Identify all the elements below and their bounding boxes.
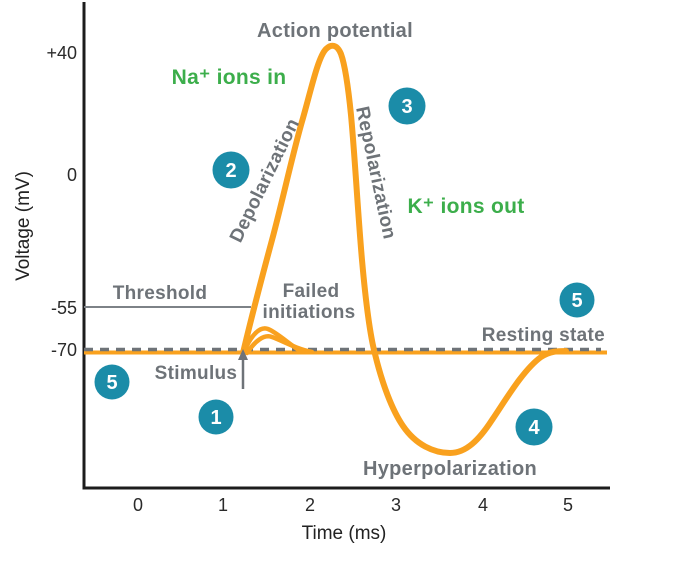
stage-marker-1-number: 1 [210, 407, 221, 429]
stage-marker-4: 4 [515, 408, 553, 446]
stage-marker-3-circle [388, 87, 426, 125]
failed-initiations-label-line1: Failed [283, 281, 340, 302]
stage-marker-1: 1 [198, 399, 234, 435]
stage-marker-5-left-circle [94, 364, 130, 400]
hyperpolarization-label: Hyperpolarization [363, 458, 537, 480]
x-tick-5: 5 [563, 495, 573, 515]
stage-marker-5-left-number: 5 [106, 372, 117, 394]
stimulus-arrow-head [238, 349, 248, 360]
failed-initiation-curve-2 [244, 334, 315, 356]
na-ions-label: Na⁺ ions in [172, 66, 287, 89]
threshold-label: Threshold [113, 283, 208, 304]
stage-marker-2-number: 2 [225, 160, 236, 182]
stage-marker-5-left: 5 [94, 364, 130, 400]
failed-initiations-label-line2: initiations [262, 302, 355, 323]
x-axis-label: Time (ms) [302, 523, 387, 544]
stage-marker-3-number: 3 [401, 96, 412, 118]
stage-marker-3: 3 [388, 87, 426, 125]
x-tick-2: 2 [305, 495, 315, 515]
stage-marker-2-circle [212, 151, 250, 189]
stage-marker-4-number: 4 [528, 417, 540, 439]
stage-marker-2: 2 [212, 151, 250, 189]
stage-marker-5-right: 5 [559, 282, 595, 318]
x-tick-3: 3 [391, 495, 401, 515]
resting-state-label: Resting state [482, 325, 605, 346]
stage-marker-5-right-number: 5 [571, 290, 582, 312]
stimulus-label: Stimulus [155, 363, 238, 384]
x-tick-1: 1 [218, 495, 228, 515]
k-ions-label: K⁺ ions out [407, 195, 524, 218]
stage-marker-4-circle [515, 408, 553, 446]
y-tick-0: 0 [67, 165, 77, 185]
y-tick-minus55: -55 [51, 298, 77, 318]
x-tick-4: 4 [478, 495, 488, 515]
y-tick-plus40: +40 [46, 43, 77, 63]
stage-marker-5-right-circle [559, 282, 595, 318]
y-tick-minus70: -70 [51, 340, 77, 360]
y-axis-label: Voltage (mV) [13, 171, 34, 281]
stage-marker-1-circle [198, 399, 234, 435]
x-tick-0: 0 [133, 495, 143, 515]
action-potential-label: Action potential [257, 20, 413, 42]
action-potential-curve [240, 42, 569, 457]
